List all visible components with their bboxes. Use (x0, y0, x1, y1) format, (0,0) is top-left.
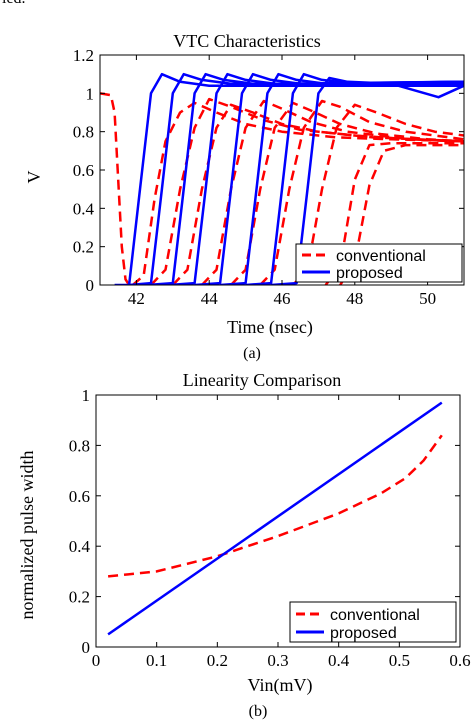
legend-label-conventional: conventional (336, 248, 426, 265)
plot-area (100, 72, 464, 285)
x-tick-label: 46 (274, 289, 291, 308)
x-tick-label: 0 (92, 651, 101, 670)
legend-box (289, 601, 457, 643)
legend: conventional proposed (295, 243, 463, 283)
x-tick-label: 42 (128, 289, 145, 308)
y-tick-label: 1 (82, 386, 91, 405)
cropped-caption-text: ied. (2, 0, 26, 8)
y-tick-label: 0.4 (73, 199, 95, 218)
y-tick-label: 0.8 (73, 123, 94, 142)
x-tick-label: 0.3 (267, 651, 288, 670)
y-tick-label: 1.2 (73, 46, 94, 65)
conventional-curve-8 (291, 103, 464, 285)
plot-area (107, 401, 443, 636)
proposed-curve-4 (169, 72, 464, 285)
figure-caption: (b) (249, 703, 268, 720)
legend: conventional proposed (289, 601, 457, 643)
proposed-curve-5 (194, 72, 464, 285)
tick-labels: 0 0.1 0.2 0.3 0.4 0.5 0.6 0 0.2 0.4 0.6 0.8 1 (69, 386, 471, 670)
x-tick-label: 44 (201, 289, 219, 308)
proposed-curve-1 (114, 72, 464, 285)
proposed-curve-2 (128, 72, 464, 285)
y-tick-label: 0.2 (69, 588, 90, 607)
y-tick-label: 0.4 (69, 537, 91, 556)
y-axis-label: V (24, 171, 44, 184)
x-axis-label: Vin(mV) (248, 675, 313, 696)
y-tick-label: 0.2 (73, 238, 94, 257)
conventional-curve-4 (171, 103, 464, 285)
x-tick-label: 0.6 (449, 651, 470, 670)
x-tick-label: 48 (346, 289, 363, 308)
proposed-curve-6 (220, 72, 464, 285)
y-tick-label: 1 (86, 84, 95, 103)
x-axis-label: Time (nsec) (227, 317, 313, 338)
legend-box (295, 243, 463, 283)
x-tick-label: 0.4 (328, 651, 350, 670)
legend-label-proposed: proposed (336, 265, 403, 282)
legend-label-proposed: proposed (330, 625, 397, 642)
figure-caption: (a) (243, 345, 261, 362)
legend-label-conventional: conventional (330, 607, 420, 624)
proposed-curve-1 (107, 401, 443, 636)
conventional-curve-6 (230, 101, 464, 285)
chart-title: Linearity Comparison (183, 370, 341, 390)
y-axis-label: normalized pulse width (17, 451, 37, 620)
y-tick-label: 0 (86, 276, 95, 295)
conventional-curve-1 (107, 434, 443, 578)
conventional-curve-7 (259, 99, 464, 285)
chart-title: VTC Characteristics (173, 31, 320, 51)
tick-labels: 42 44 46 48 50 0 0.2 0.4 0.6 0.8 1 1.2 (73, 46, 464, 308)
conventional-curve-2 (131, 101, 464, 285)
x-tick-label: 0.2 (207, 651, 228, 670)
conventional-curve-5 (200, 99, 464, 285)
y-tick-label: 0.6 (73, 161, 94, 180)
x-tick-label: 0.5 (389, 651, 410, 670)
y-tick-label: 0 (82, 638, 91, 657)
y-tick-label: 0.6 (69, 487, 90, 506)
y-tick-label: 0.8 (69, 436, 90, 455)
x-tick-label: 50 (419, 289, 436, 308)
x-tick-label: 0.1 (146, 651, 167, 670)
